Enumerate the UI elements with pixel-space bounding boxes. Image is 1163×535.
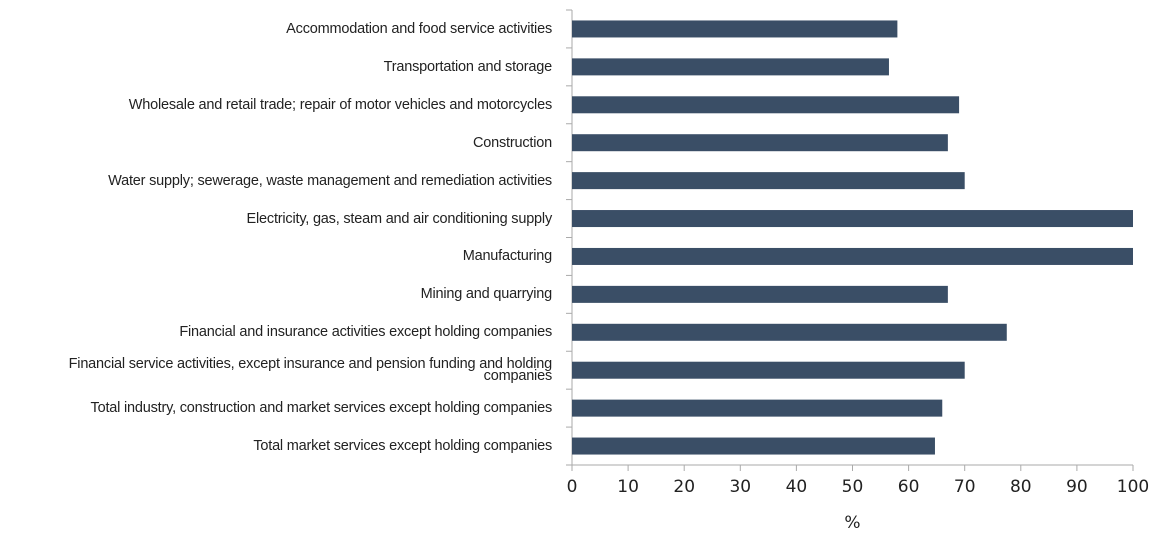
bar (572, 285, 948, 303)
x-tick-label: 30 (729, 477, 751, 497)
y-tick-label: Total market services except holding com… (253, 438, 552, 455)
bar (572, 134, 948, 152)
bar (572, 323, 1007, 341)
y-tick-label: Transportation and storage (383, 58, 553, 75)
bar (572, 247, 1133, 265)
x-tick-label: 20 (673, 477, 695, 497)
y-tick-label: Construction (473, 134, 552, 151)
y-tick-label: Manufacturing (462, 248, 552, 265)
x-tick-label: 100 (1117, 477, 1149, 497)
y-tick-label: Total industry, construction and market … (90, 400, 553, 417)
y-tick-label: Financial and insurance activities excep… (179, 324, 552, 341)
x-tick-label: 10 (617, 477, 639, 497)
x-tick-label: 40 (786, 477, 808, 497)
bar (572, 172, 965, 190)
x-tick-label: 80 (1010, 477, 1032, 497)
bar (572, 20, 898, 38)
x-tick-label: 50 (842, 477, 864, 497)
y-tick-label: Electricity, gas, steam and air conditio… (246, 210, 553, 227)
y-tick-label: Mining and quarrying (420, 286, 553, 303)
bar (572, 399, 943, 417)
y-tick-label: Financial service activities, except ins… (68, 356, 553, 385)
y-tick-label: Water supply; sewerage, waste management… (108, 172, 552, 189)
x-axis-label: % (844, 513, 860, 533)
bar (572, 210, 1133, 228)
x-tick-label: 90 (1066, 477, 1088, 497)
x-tick-label: 0 (567, 477, 578, 497)
bar (572, 437, 935, 455)
bar (572, 361, 965, 379)
bar (572, 96, 960, 114)
y-tick-label: Accommodation and food service activitie… (286, 20, 552, 37)
y-tick-label: Wholesale and retail trade; repair of mo… (128, 96, 552, 113)
x-tick-label: 60 (898, 477, 920, 497)
x-tick-label: 70 (954, 477, 976, 497)
bar (572, 58, 889, 76)
